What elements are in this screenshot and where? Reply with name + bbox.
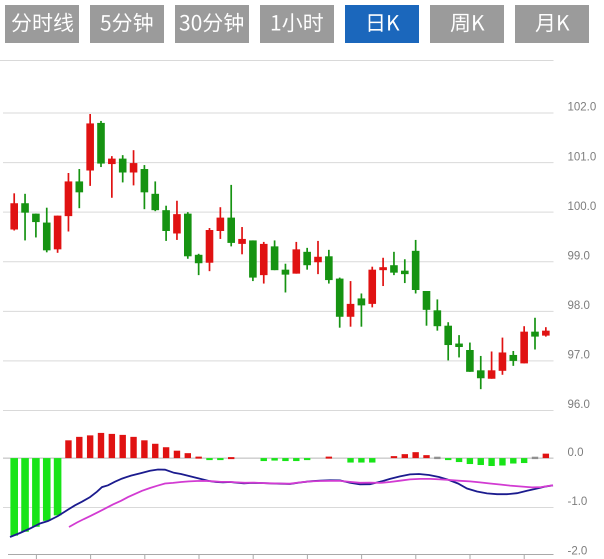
price-axis-label: 96.0 [568, 399, 590, 411]
macd-axis-label: -1.0 [568, 496, 588, 508]
candles [10, 113, 550, 390]
tab-daily-k[interactable]: 日K [345, 5, 419, 43]
macd-dif-line [9, 468, 554, 538]
tab-weekly-k-glyph [450, 13, 484, 33]
tab-monthly-k-glyph [535, 14, 569, 33]
tab-5min-glyph [100, 12, 153, 33]
price-axis-label: 101.0 [568, 151, 597, 163]
tab-1hour[interactable]: 1小时 [260, 5, 334, 43]
tab-30min[interactable]: 30分钟 [175, 5, 249, 43]
tab-30min-glyph [179, 12, 243, 33]
tab-5min[interactable]: 5分钟 [90, 5, 164, 43]
macd-dea-line [68, 477, 554, 528]
price-axis-label: 97.0 [568, 350, 590, 362]
macd-axis-label: -2.0 [568, 546, 588, 558]
x-axis [8, 554, 554, 559]
gridlines [0, 60, 554, 508]
macd-histogram [10, 432, 550, 536]
price-axis-label: 98.0 [568, 300, 590, 312]
tab-monthly-k[interactable]: 月K [515, 5, 589, 43]
tab-timeline[interactable]: 分时线 [5, 5, 79, 43]
y-axis-labels: 102.0 101.0 100.0 99.0 98.0 97.0 96.0 0.0 -1.0 -2… [568, 102, 597, 558]
price-axis-label: 100.0 [568, 201, 597, 213]
price-axis-label: 102.0 [568, 102, 597, 114]
tab-1hour-glyph [271, 13, 323, 33]
tab-daily-k-glyph [368, 14, 399, 32]
tab-timeline-glyph [11, 12, 73, 33]
price-axis-label: 99.0 [568, 250, 590, 262]
macd-axis-label: 0.0 [568, 447, 584, 459]
period-tabbar: 分时线 5分钟 30分钟 1小时 日K 周K 月K [5, 5, 589, 43]
tab-weekly-k[interactable]: 周K [430, 5, 504, 43]
